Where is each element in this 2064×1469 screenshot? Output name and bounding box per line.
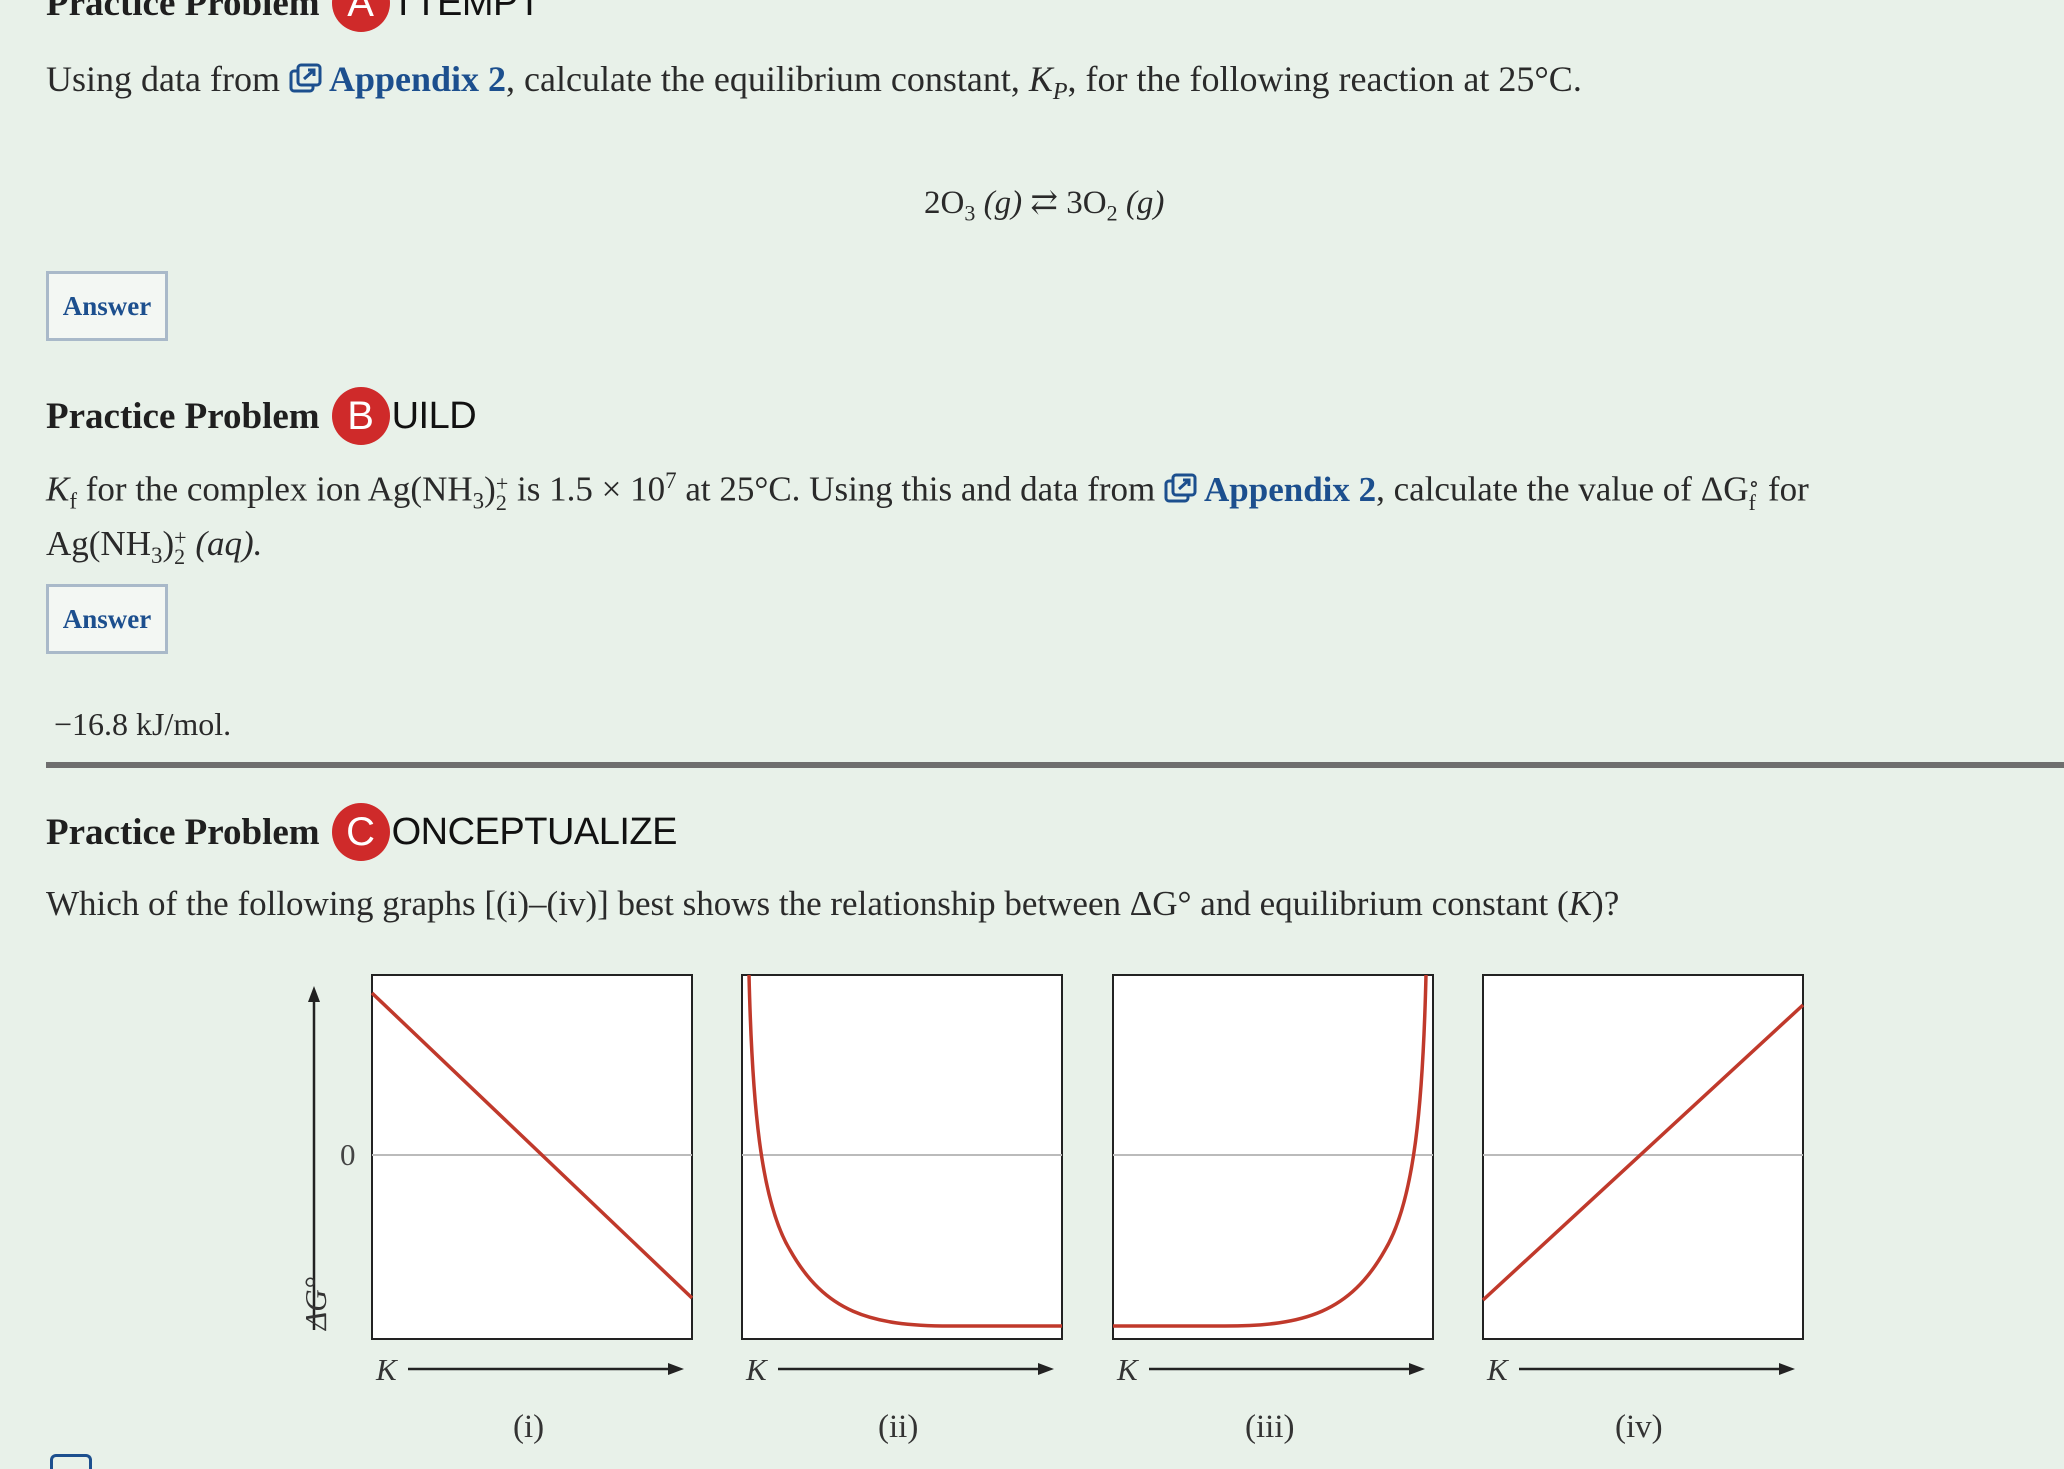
answer-value-b: −16.8 kJ/mol. [54, 706, 232, 742]
problem-b-text-3: is 1.5 × 10 [508, 469, 666, 509]
charge-subscript: 2 [495, 489, 507, 515]
reactant: 2O [924, 185, 965, 221]
problem-a-heading: Practice Problem A TTEMPT [46, 0, 541, 32]
graph-label-iii: (iii) [1245, 1409, 1294, 1445]
problem-a-text-before: Using data from [46, 59, 289, 99]
reactant-subscript: 3 [964, 200, 976, 226]
graph-iii[interactable]: K (iii) [1112, 974, 1434, 1445]
problem-a-text: Using data from Appendix 2, calculate th… [46, 58, 1582, 106]
answer-button-b[interactable]: Answer [46, 584, 168, 654]
kp-symbol: K [1028, 59, 1053, 99]
graph-i[interactable]: K (i) [370, 974, 694, 1445]
problem-a-title: Practice Problem [46, 0, 320, 24]
complex-ion-b: ) [162, 524, 175, 563]
problem-b-badge: B [331, 387, 390, 445]
section-divider [46, 762, 2064, 768]
problem-c-question: Which of the following graphs [(i)–(iv)]… [46, 884, 1619, 924]
x-axis-arrowhead-icon [1409, 1363, 1425, 1375]
question-part-1: Which of the following graphs [(i)–(iv)]… [46, 884, 1178, 923]
problem-b-text-4: at 25°C. Using this and data from [676, 469, 1164, 509]
problem-a-text-mid: , calculate the equilibrium constant, [506, 59, 1029, 99]
curve-ii [747, 974, 1062, 1328]
product: 3O [1066, 185, 1107, 221]
curve-i [370, 991, 694, 1300]
question-part-2: and equilibrium constant ( [1191, 884, 1569, 923]
zero-label: 0 [340, 1137, 356, 1172]
problem-b-text-line2: Ag(NH3) +2 (aq). [46, 524, 262, 569]
graphs-figure: ΔG° 0 K (i) K (ii) K (iii) K [298, 974, 1805, 1445]
formation-subscript: f [1748, 489, 1756, 515]
graph-label-ii: (ii) [878, 1409, 918, 1445]
problem-c-badge-rest: ONCEPTUALIZE [391, 810, 678, 853]
problem-a-badge-rest: TTEMPT [391, 0, 541, 24]
question-k: K [1568, 884, 1593, 923]
problem-a-badge: A [331, 0, 390, 32]
complex-ion-a: Ag(NH [46, 524, 151, 563]
complex-ion-sub: 3 [150, 543, 163, 568]
problem-b-text-line1: Kf for the complex ion Ag(NH3) +2 is 1.5 … [46, 468, 1809, 515]
y-axis-arrowhead-icon [308, 986, 320, 1002]
reaction-equation: 2O3 (g) ⇄ 3O2 (g) [924, 182, 1164, 227]
x-axis-arrowhead-icon [668, 1363, 684, 1375]
product-subscript: 2 [1106, 200, 1118, 226]
nh3-subscript: 3 [472, 488, 485, 514]
graph-ii[interactable]: K (ii) [741, 974, 1063, 1445]
next-link-icon[interactable] [50, 1454, 92, 1469]
curve-iii [1113, 974, 1428, 1328]
x-axis-label-i: K [375, 1352, 399, 1387]
appendix-2-link-a-label: Appendix 2 [328, 59, 507, 99]
reactant-state: (g) [983, 185, 1023, 221]
charge-superscript: + [495, 470, 509, 496]
problem-b-text-2: ) [484, 469, 496, 509]
problem-c-heading: Practice Problem C ONCEPTUALIZE [46, 803, 678, 861]
x-axis-arrowhead-icon [1038, 1363, 1054, 1375]
kf-subscript: f [69, 488, 78, 514]
x-axis-label-iii: K [1116, 1352, 1140, 1387]
curve-iv [1481, 1003, 1805, 1302]
external-link-icon [289, 63, 322, 93]
graph-label-iv: (iv) [1615, 1409, 1663, 1445]
problem-a-text-after: , for the following reaction at 25°C. [1067, 59, 1582, 99]
equilibrium-arrow-icon: ⇄ [1030, 185, 1058, 221]
x-axis-label-ii: K [745, 1352, 769, 1387]
appendix-2-link-a[interactable]: Appendix 2 [289, 59, 506, 99]
exponent: 7 [665, 468, 677, 493]
graph-iv[interactable]: K (iv) [1481, 974, 1805, 1445]
question-degree: ° [1177, 884, 1192, 923]
x-axis-label-iv: K [1486, 1352, 1510, 1387]
answer-button-a[interactable]: Answer [46, 271, 168, 341]
appendix-2-link-b[interactable]: Appendix 2 [1164, 470, 1376, 509]
problem-b-badge-rest: UILD [391, 394, 477, 437]
x-axis-arrowhead-icon [1779, 1363, 1795, 1375]
kf-symbol: K [46, 469, 70, 509]
problem-b-title: Practice Problem [46, 395, 320, 437]
complex-ion-charge: + [174, 524, 187, 550]
problem-b-text-5: , calculate the value of ΔG [1376, 469, 1749, 509]
problem-b-text-6: for [1759, 469, 1809, 509]
complex-ion-state: (aq). [186, 524, 263, 563]
y-axis-label: ΔG° [298, 1277, 333, 1332]
problem-c-title: Practice Problem [46, 811, 320, 853]
kp-subscript: P [1052, 79, 1068, 106]
graph-label-i: (i) [513, 1409, 544, 1445]
problem-c-badge: C [331, 803, 390, 861]
problem-b-heading: Practice Problem B UILD [46, 387, 477, 445]
product-state: (g) [1125, 185, 1165, 221]
external-link-icon [1164, 473, 1197, 503]
appendix-2-link-b-label: Appendix 2 [1203, 469, 1377, 509]
problem-b-text-1: for the complex ion Ag(NH [77, 469, 473, 509]
standard-state-superscript: ∘ [1748, 470, 1760, 496]
question-part-3: )? [1592, 884, 1620, 923]
complex-ion-count: 2 [174, 543, 186, 569]
